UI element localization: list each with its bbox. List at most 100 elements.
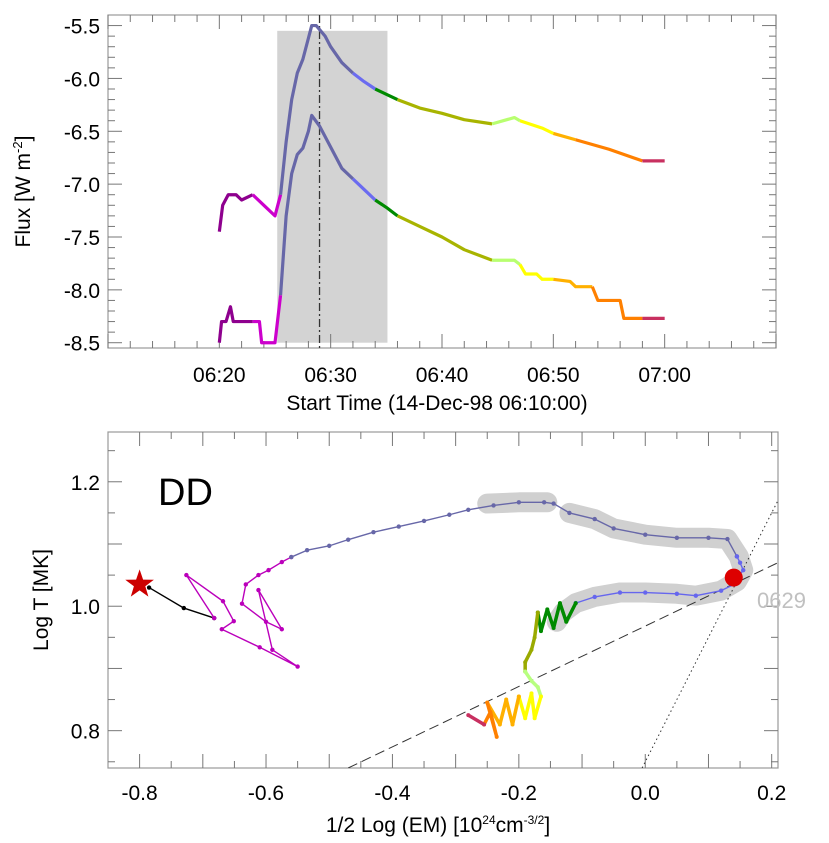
y-axis-label: Flux [W m-2] xyxy=(10,136,35,248)
trajectory-segment xyxy=(523,670,543,698)
trajectory-point xyxy=(532,716,537,721)
trajectory-point xyxy=(516,500,522,505)
trajectory-point xyxy=(421,518,427,524)
flux-series-1-segment xyxy=(396,98,493,126)
trajectory-point xyxy=(491,503,496,508)
trajectory-point xyxy=(279,627,285,632)
trajectory-point xyxy=(674,535,680,540)
x-tick-label: 06:40 xyxy=(416,364,469,387)
flux-series-2-segment xyxy=(518,263,554,281)
trajectory-point xyxy=(482,722,487,727)
x-axis-label: Start Time (14-Dec-98 06:10:00) xyxy=(286,392,587,415)
trajectory-point xyxy=(516,694,521,699)
trajectory-point xyxy=(510,722,515,727)
trajectory-point xyxy=(551,501,556,506)
y-tick-label: -6.5 xyxy=(64,121,100,144)
trajectory-point xyxy=(545,607,550,612)
flux-series-2-segment xyxy=(351,177,377,202)
trajectory-point xyxy=(567,510,572,516)
trajectory-point xyxy=(327,543,332,549)
y-tick-label: -7.5 xyxy=(64,227,100,250)
x-label-mid: cm xyxy=(496,814,524,837)
trajectory-point xyxy=(611,526,616,531)
trajectory-point xyxy=(617,590,623,595)
trajectory-point xyxy=(557,601,562,606)
trajectory-point xyxy=(529,647,534,652)
trajectory-point xyxy=(289,554,294,560)
trajectory-point xyxy=(396,524,401,529)
trajectory-point xyxy=(592,516,597,522)
flux-series-1-segment xyxy=(351,71,377,91)
x-label-end: ] xyxy=(544,814,550,837)
reference-line-dotted xyxy=(641,500,778,768)
trajectory-point xyxy=(466,713,471,718)
trajectory-point xyxy=(592,594,597,600)
trajectory-point xyxy=(304,548,310,553)
trajectory-point xyxy=(256,587,261,593)
trajectory-point xyxy=(488,710,493,714)
trajectory-point xyxy=(266,567,271,573)
trajectory-segment xyxy=(467,713,485,726)
trajectory-point xyxy=(541,500,547,505)
trajectory-point xyxy=(643,590,648,595)
y-tick-label: -7.0 xyxy=(64,174,100,197)
x-tick-label: -0.6 xyxy=(248,782,284,805)
trajectory-point xyxy=(219,627,224,632)
trajectory-point xyxy=(243,582,248,587)
x-tick-label: 06:30 xyxy=(304,364,357,387)
trajectory-point xyxy=(564,619,569,624)
flux-series-2-segment xyxy=(278,113,355,296)
trajectory-point xyxy=(706,535,711,540)
flux-series-2-segment xyxy=(553,277,593,289)
y-tick-label: -8.5 xyxy=(64,333,100,356)
x-tick-label: 07:00 xyxy=(638,364,691,387)
x-tick-label: -0.2 xyxy=(501,782,537,805)
trajectory-point xyxy=(538,629,543,634)
trajectory-point xyxy=(504,697,509,702)
highlight-marker xyxy=(724,568,743,587)
trajectory-point xyxy=(718,588,724,593)
plot-area xyxy=(146,492,778,768)
trajectory-point xyxy=(725,536,730,542)
flux-series-1-segment xyxy=(552,131,577,142)
x-label-sup2: -3/2 xyxy=(524,813,545,827)
halo xyxy=(546,502,754,632)
trajectory-point xyxy=(535,685,540,690)
trajectory-point xyxy=(529,691,534,696)
trajectory-segment xyxy=(482,702,499,739)
y-axis-label-sup: -2 xyxy=(10,141,25,153)
x-label-main: 1/2 Log (EM) [10 xyxy=(326,814,482,837)
y-tick-label: 1.0 xyxy=(71,596,100,619)
trajectory-segment xyxy=(185,556,299,668)
trajectory-point xyxy=(523,660,528,665)
start-star-marker xyxy=(125,569,154,597)
trajectory-point xyxy=(741,567,746,573)
trajectory-point xyxy=(693,593,699,598)
flux-series-2-segment xyxy=(217,305,253,343)
trajectory-point xyxy=(184,572,189,578)
trajectory-point xyxy=(447,512,452,517)
trajectory-point xyxy=(211,615,217,621)
x-tick-label: 0.2 xyxy=(757,782,786,805)
x-tick-label: -0.8 xyxy=(122,782,158,805)
trajectory-point xyxy=(279,559,285,565)
x-tick-label: 0.0 xyxy=(631,782,660,805)
trajectory-point xyxy=(257,645,262,650)
y-tick-label: 0.8 xyxy=(71,721,100,744)
trajectory-point xyxy=(551,626,556,630)
flux-series-2-segment xyxy=(590,286,643,320)
trajectory-point xyxy=(494,734,499,739)
trajectory-point xyxy=(239,601,245,606)
flux-series-1-segment xyxy=(251,193,283,218)
trajectory-point xyxy=(643,532,648,537)
y-tick-label: -6.0 xyxy=(64,68,100,91)
trajectory-point xyxy=(146,585,152,590)
trajectory-point xyxy=(485,700,490,705)
trajectory-point xyxy=(181,605,187,611)
trajectory-point xyxy=(231,618,236,624)
time-label: 0629 xyxy=(757,588,806,613)
y-tick-label: 1.2 xyxy=(71,472,100,495)
x-label-sup1: 24 xyxy=(482,813,496,827)
flux-series-1-segment xyxy=(519,119,555,135)
